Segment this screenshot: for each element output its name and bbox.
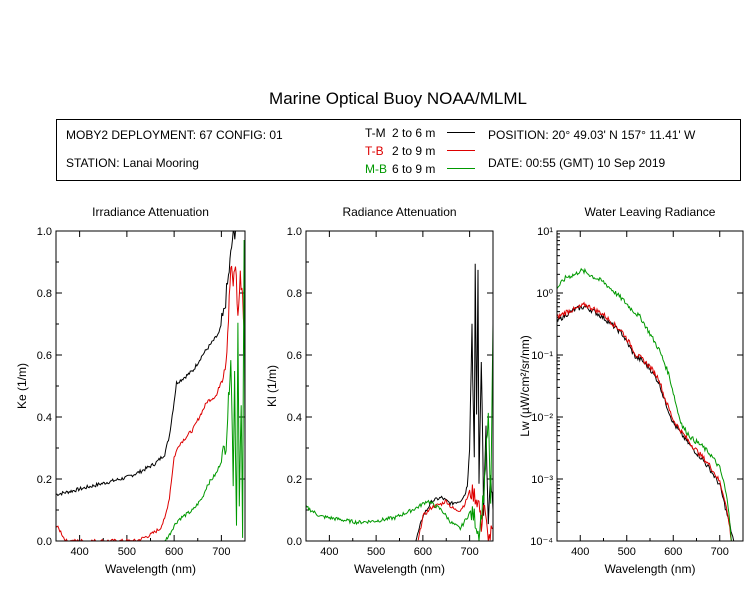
- x-tick-label: 400: [320, 546, 338, 558]
- series-line-2: [557, 301, 732, 541]
- y-axis-label: Lw (µW/cm²/sr/nm): [518, 335, 532, 437]
- y-tick-label: 0.0: [287, 536, 302, 548]
- y-tick-label: 10⁰: [536, 288, 553, 300]
- legend-range-mb: 6 to 9 m: [392, 162, 436, 176]
- deployment-text: MOBY2 DEPLOYMENT: 67 CONFIG: 01: [66, 128, 283, 142]
- y-tick-label: 1.0: [287, 226, 302, 238]
- x-tick-label: 400: [70, 546, 88, 558]
- y-axis-label: Ke (1/m): [15, 363, 29, 409]
- series-line-1: [557, 304, 735, 541]
- x-axis-label: Wavelength (nm): [354, 562, 445, 576]
- date-text: DATE: 00:55 (GMT) 10 Sep 2019: [488, 156, 666, 170]
- legend-line-tb: [447, 150, 475, 151]
- legend-line-tm: [447, 132, 475, 133]
- series-line-1: [56, 231, 236, 497]
- x-tick-label: 600: [165, 546, 183, 558]
- x-tick-label: 700: [212, 546, 230, 558]
- page-title: Marine Optical Buoy NOAA/MLML: [269, 89, 527, 108]
- y-tick-label: 0.4: [37, 412, 52, 424]
- y-tick-label: 10⁻³: [531, 474, 553, 486]
- y-tick-label: 10⁻²: [531, 412, 553, 424]
- y-tick-label: 0.8: [287, 288, 302, 300]
- x-tick-label: 600: [664, 546, 682, 558]
- x-axis-label: Wavelength (nm): [105, 562, 196, 576]
- y-tick-label: 10⁻⁴: [530, 536, 553, 548]
- chart-title: Irradiance Attenuation: [92, 205, 209, 219]
- y-tick-label: 10⁻¹: [531, 350, 553, 362]
- plot-frame: [55, 230, 246, 542]
- x-tick-label: 700: [711, 546, 729, 558]
- chart-title: Water Leaving Radiance: [585, 205, 716, 219]
- x-tick-label: 500: [118, 546, 136, 558]
- x-tick-label: 400: [571, 546, 589, 558]
- series-line-3: [164, 239, 245, 541]
- chart-title: Radiance Attenuation: [342, 205, 456, 219]
- legend-code-tb: T-B: [365, 144, 384, 158]
- x-axis-label: Wavelength (nm): [605, 562, 696, 576]
- chart-3: Water Leaving Radiance 400 500 600 700 10⁻⁴ 10…: [518, 205, 744, 576]
- legend-range-tb: 2 to 9 m: [392, 144, 436, 158]
- y-tick-label: 0.6: [287, 350, 302, 362]
- y-tick-label: 0.2: [37, 474, 52, 486]
- series-line-3: [557, 267, 732, 541]
- legend-line-mb: [447, 168, 475, 169]
- y-tick-label: 0.8: [37, 288, 52, 300]
- y-tick-label: 0.4: [287, 412, 302, 424]
- y-axis-label: Kl (1/m): [265, 365, 279, 407]
- position-text: POSITION: 20° 49.03' N 157° 11.41' W: [488, 128, 696, 142]
- chart-1: Irradiance Attenuation 400 500 600 700 0.0 0.2…: [15, 205, 246, 576]
- x-tick-label: 500: [367, 546, 385, 558]
- plot-frame: [305, 230, 494, 542]
- legend-code-mb: M-B: [365, 162, 387, 176]
- y-tick-label: 1.0: [37, 226, 52, 238]
- series-line-3: [306, 323, 493, 541]
- series-line-2: [56, 265, 245, 541]
- series-line-1: [415, 263, 493, 541]
- y-tick-label: 0.0: [37, 536, 52, 548]
- y-tick-label: 10¹: [537, 226, 553, 238]
- legend-range-tm: 2 to 6 m: [392, 126, 436, 140]
- station-text: STATION: Lanai Mooring: [66, 156, 199, 170]
- x-tick-label: 700: [460, 546, 478, 558]
- y-tick-label: 0.2: [287, 474, 302, 486]
- plot-frame: [556, 230, 744, 542]
- y-tick-label: 0.6: [37, 350, 52, 362]
- chart-2: Radiance Attenuation 400 500 600 700 0.0 0.2 0.…: [265, 205, 494, 576]
- x-tick-label: 500: [618, 546, 636, 558]
- info-box: MOBY2 DEPLOYMENT: 67 CONFIG: 01 STATION:…: [56, 119, 741, 181]
- x-tick-label: 600: [414, 546, 432, 558]
- legend-code-tm: T-M: [365, 126, 386, 140]
